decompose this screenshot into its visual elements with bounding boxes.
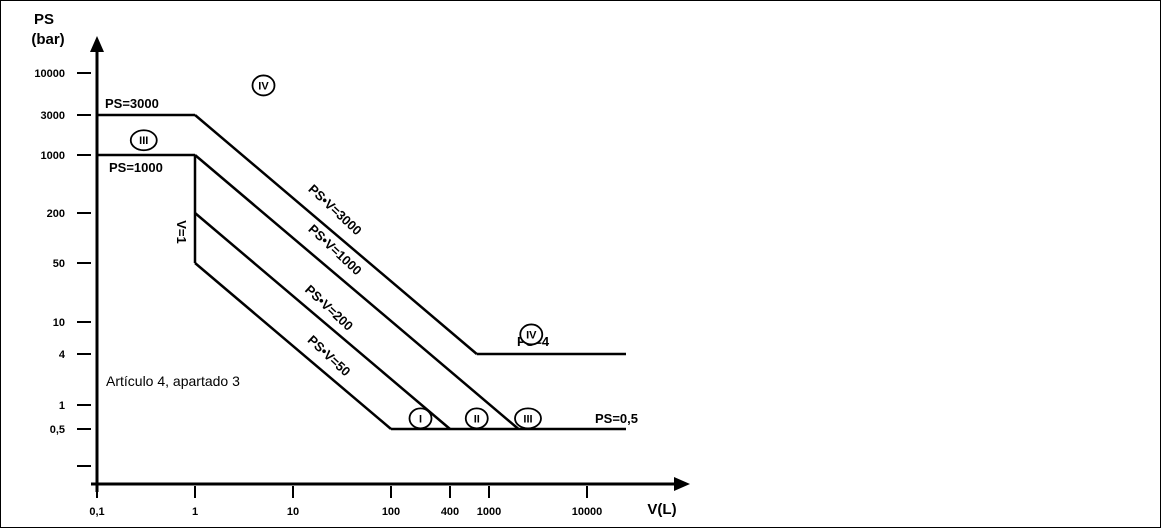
label-ps1000: PS=1000 [109, 160, 163, 175]
y-axis-title-line1: PS [34, 11, 54, 28]
category-label: III [523, 413, 532, 425]
x-axis-title: V(L) [647, 501, 676, 518]
category-marker-cat_iii_right: III [514, 407, 542, 430]
x-tick-label: 400 [441, 506, 459, 518]
category-label: II [474, 413, 480, 425]
category-circle [251, 74, 276, 97]
x-tick-label: 100 [382, 506, 400, 518]
category-circle [514, 407, 542, 430]
x-tick-label: 1000 [477, 506, 501, 518]
label-psv50: PS•V=50 [305, 332, 354, 379]
y-tick-label: 50 [53, 258, 65, 270]
x-tick-label: 10 [287, 506, 299, 518]
category-marker-cat_i: I [408, 407, 433, 430]
series-line [194, 114, 478, 355]
series-line [194, 154, 520, 430]
category-label: IV [526, 329, 537, 341]
x-tick-label: 0,1 [89, 506, 104, 518]
x-axis-arrow-icon [674, 477, 690, 491]
category-circle [519, 323, 544, 346]
x-tick-label: 10000 [572, 506, 603, 518]
series-line [194, 262, 392, 430]
y-tick-label: 10 [53, 317, 65, 329]
y-axis-arrow-icon [90, 36, 104, 52]
y-axis-title-line2: (bar) [31, 31, 64, 48]
category-label: IV [258, 80, 269, 92]
category-circle [408, 407, 433, 430]
y-tick-label: 0,5 [50, 424, 65, 436]
series-lines [97, 113, 626, 431]
y-tick-label: 10000 [34, 68, 65, 80]
y-tick-label: 4 [59, 349, 66, 361]
label-ps3000: PS=3000 [105, 96, 159, 111]
category-circle [129, 129, 158, 152]
axes: PS (bar) V(L) [31, 11, 690, 518]
y-tick-label: 3000 [41, 110, 65, 122]
label-v1: V=1 [174, 220, 189, 244]
y-tick-label: 1 [59, 400, 65, 412]
category-marker-cat_ii: II [464, 407, 489, 430]
y-tick-label: 1000 [41, 150, 65, 162]
series-line [194, 212, 451, 430]
category-label: III [139, 135, 148, 147]
y-tick-label: 200 [47, 208, 65, 220]
ticks: 0,5 1 4 10 50 200 1000 3000 10000 0,1 1 10 100 400 100… [34, 68, 602, 518]
x-tick-label: 1 [192, 506, 198, 518]
category-marker-cat_iii_left: III [129, 129, 158, 152]
category-marker-cat_iv_right: IV [519, 323, 544, 346]
article-note: Artículo 4, apartado 3 [106, 373, 240, 389]
category-marker-cat_iv_top: IV [251, 74, 276, 97]
category-label: I [419, 413, 422, 425]
category-circle [464, 407, 489, 430]
label-ps05: PS=0,5 [595, 411, 638, 426]
